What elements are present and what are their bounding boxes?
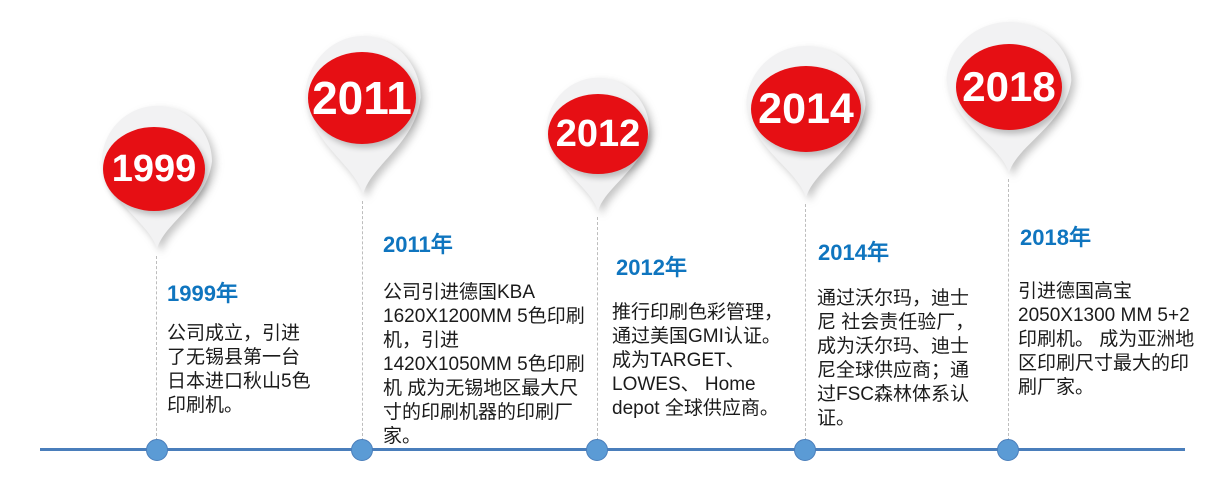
timeline-pin: 2018 [941,20,1077,176]
connector-dashed-line [1008,179,1009,441]
year-label: 2012年 [616,255,687,280]
timeline-dot [794,439,816,461]
year-text: 1999 [111,148,197,190]
year-label: 2014年 [818,240,889,265]
timeline-pin: 1999 [97,104,217,252]
year-text: 2018 [962,63,1056,110]
year-badge: 2011 [308,52,416,144]
timeline-dot [146,439,168,461]
milestone-description: 推行印刷色彩管理，通过美国GMI认证。 成为TARGET、LOWES、 Home… [612,302,784,419]
connector-dashed-line [156,256,157,441]
connector-dashed-line [597,217,598,441]
year-badge: 2018 [956,44,1062,130]
timeline-dot [997,439,1019,461]
year-badge: 2012 [548,94,648,174]
connector-dashed-line [362,201,363,441]
milestone-description: 公司引进德国KBA 1620X1200MM 5色印刷机，引进 1420X1050… [383,282,585,447]
year-badge: 2014 [751,66,861,152]
milestone-description: 引进德国高宝 2050X1300 MM 5+2 印刷机。 成为亚洲地区印刷尺寸最… [1018,281,1195,398]
milestone-description: 通过沃尔玛，迪士 尼 社会责任验厂， 成为沃尔玛、迪士 尼全球供应商；通过FSC… [817,288,975,429]
year-text: 2012 [555,113,641,155]
timeline-pin: 2014 [741,44,871,201]
year-badge: 1999 [103,127,205,211]
connector-dashed-line [805,204,806,441]
year-label: 1999年 [167,281,238,306]
timeline-dot [351,439,373,461]
milestone-description: 公司成立，引进了无锡县第一台日本进口秋山5色印刷机。 [167,323,311,416]
year-label: 2018年 [1020,225,1091,250]
timeline-pin: 2011 [300,34,426,198]
year-label: 2011年 [383,232,453,257]
year-text: 2011 [312,72,412,124]
timeline-pin: 2012 [542,76,654,214]
year-text: 2014 [758,84,854,133]
timeline-axis-line [40,448,1185,451]
timeline-dot [586,439,608,461]
